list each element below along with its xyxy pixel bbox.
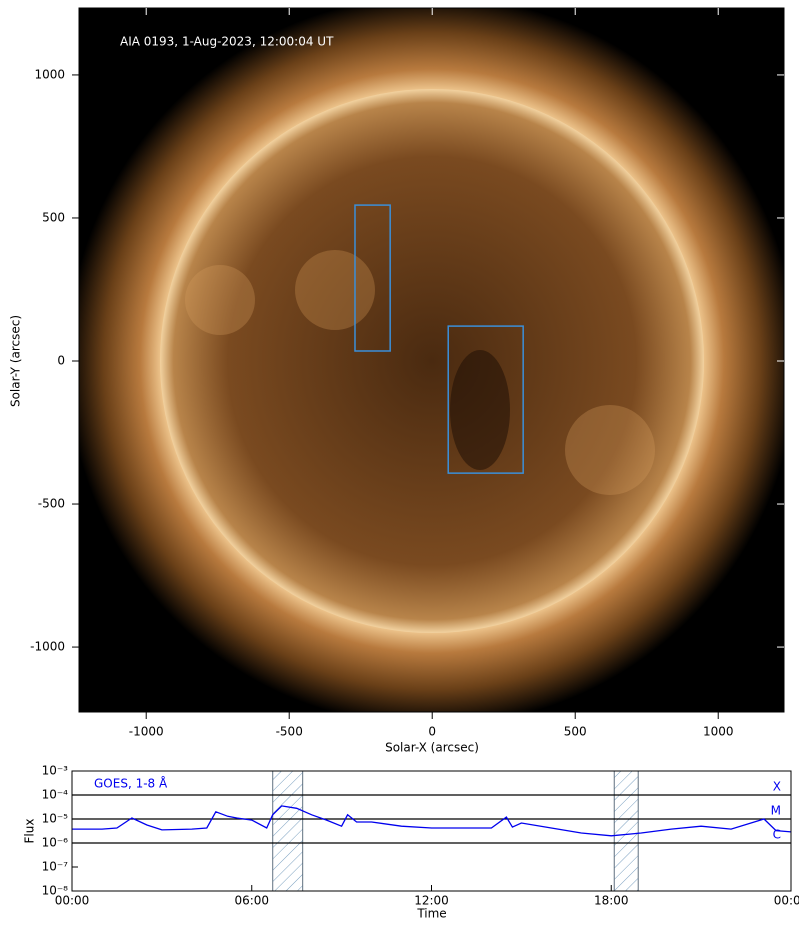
region-box <box>354 204 391 352</box>
flare-level-label: M <box>771 804 781 818</box>
y-tick-label: 10⁻⁸ <box>42 884 69 898</box>
y-tick-label: 10⁻³ <box>42 764 69 778</box>
goes-frame <box>71 770 792 892</box>
image-annotation: AIA 0193, 1-Aug-2023, 12:00:04 UT <box>120 35 334 49</box>
x-tick-label: 1000 <box>703 725 734 739</box>
y-tick-label: -500 <box>38 497 65 511</box>
y-tick-label: 500 <box>42 210 65 224</box>
goes-frame <box>71 770 792 892</box>
x-tick-label: 00:00 <box>774 894 799 908</box>
goes-annotation: GOES, 1-8 Å <box>94 776 168 791</box>
y-tick-label: 10⁻⁵ <box>42 812 69 826</box>
x-axis-label: Time <box>416 907 446 921</box>
y-tick-label: 1000 <box>34 67 65 81</box>
hatched-interval <box>272 770 304 892</box>
hatched-interval <box>613 770 639 892</box>
x-axis-label: Solar-X (arcsec) <box>385 741 479 755</box>
y-tick-label: 10⁻⁴ <box>42 788 69 802</box>
x-tick-label: 12:00 <box>414 894 449 908</box>
y-axis-label: Solar-Y (arcsec) <box>9 315 23 407</box>
x-tick-label: 500 <box>564 725 587 739</box>
x-tick-label: 00:00 <box>55 894 90 908</box>
image-frame <box>78 7 785 713</box>
x-tick-label: 0 <box>428 725 436 739</box>
x-tick-label: 18:00 <box>594 894 629 908</box>
x-tick-label: -500 <box>276 725 303 739</box>
sun-image <box>79 8 784 712</box>
region-box <box>447 325 524 474</box>
flare-level-label: C <box>773 828 781 842</box>
flare-level-label: X <box>773 780 781 794</box>
y-tick-label: 10⁻⁶ <box>42 836 69 850</box>
y-axis-label: Flux <box>23 819 37 844</box>
y-tick-label: 0 <box>57 354 65 368</box>
goes-flux-line <box>72 805 792 837</box>
y-tick-label: 10⁻⁷ <box>42 860 69 874</box>
x-tick-label: -1000 <box>129 725 164 739</box>
y-tick-label: -1000 <box>30 640 65 654</box>
x-tick-label: 06:00 <box>234 894 269 908</box>
